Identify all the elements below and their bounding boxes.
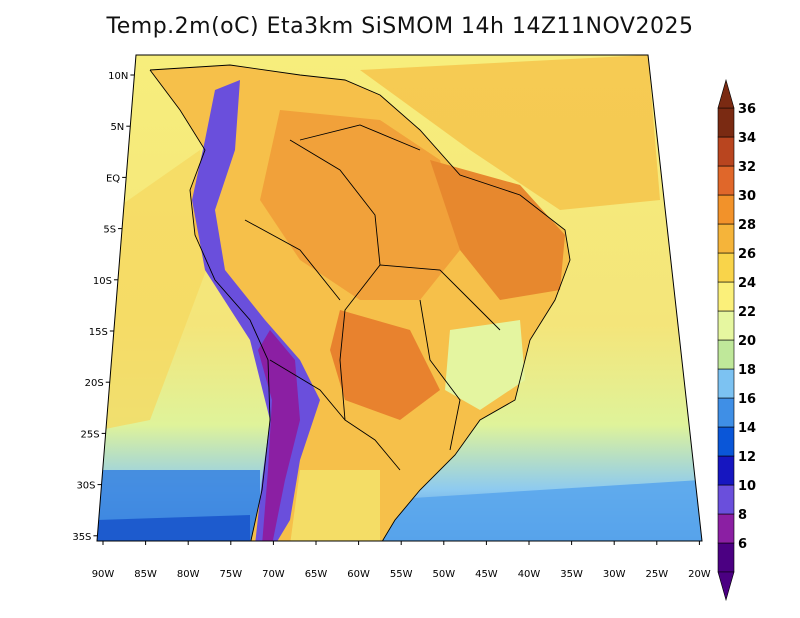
lon-label: 65W bbox=[305, 569, 328, 580]
colorbar-swatch bbox=[717, 513, 735, 544]
central-hot-region bbox=[330, 310, 440, 420]
pacific-warm-band bbox=[100, 150, 210, 430]
colorbar-label: 24 bbox=[738, 276, 756, 291]
lon-label: 45W bbox=[475, 569, 498, 580]
colorbar-swatch bbox=[717, 426, 735, 457]
map-title: Temp.2m(oC) Eta3km SiSMOM 14h 14Z11NOV20… bbox=[106, 14, 694, 39]
plot-frame bbox=[96, 54, 703, 542]
colorbar-label: 18 bbox=[738, 363, 756, 378]
south-atlantic-cool-band bbox=[380, 480, 702, 541]
colorbar-label: 6 bbox=[738, 537, 747, 552]
atlantic-warm-band bbox=[360, 55, 660, 210]
colorbar-label: 36 bbox=[738, 102, 756, 117]
lon-label: 30W bbox=[603, 569, 626, 580]
lat-label: 5N bbox=[110, 122, 124, 133]
lon-label: 80W bbox=[177, 569, 200, 580]
colorbar-swatch bbox=[717, 368, 735, 399]
lat-label: 10S bbox=[93, 276, 112, 287]
colorbar-swatch bbox=[717, 397, 735, 428]
lon-label: 55W bbox=[390, 569, 413, 580]
colorbar-swatch bbox=[717, 484, 735, 515]
colorbar-label: 8 bbox=[738, 508, 747, 523]
lon-label: 85W bbox=[134, 569, 157, 580]
lat-label: 25S bbox=[81, 429, 100, 440]
colorbar-swatch bbox=[717, 165, 735, 196]
colorbar-swatch bbox=[717, 455, 735, 486]
colorbar-swatch bbox=[717, 223, 735, 254]
colorbar-swatch bbox=[717, 339, 735, 370]
colorbar-label: 32 bbox=[738, 160, 756, 175]
amazon-warm-region bbox=[260, 110, 460, 300]
colorbar: 36 34 32 30 28 26 24 22 20 18 16 14 12 10 8 6 bbox=[717, 78, 756, 602]
lat-label: 15S bbox=[89, 327, 108, 338]
colorbar-max-arrow bbox=[717, 78, 735, 109]
latitude-axis: 10N 5N EQ 5S 10S 15S 20S 25S 30S 35S bbox=[72, 71, 135, 543]
lon-label: 70W bbox=[262, 569, 285, 580]
colorbar-label: 20 bbox=[738, 334, 756, 349]
colorbar-label: 28 bbox=[738, 218, 756, 233]
colorbar-label: 30 bbox=[738, 189, 756, 204]
colorbar-min-arrow bbox=[717, 571, 735, 602]
longitude-axis: 90W 85W 80W 75W 70W 65W 60W 55W 50W 45W 40W 35W 30W 2… bbox=[92, 541, 711, 580]
colorbar-swatch bbox=[717, 542, 735, 573]
lat-label: 10N bbox=[108, 71, 128, 82]
colorbar-swatch bbox=[717, 194, 735, 225]
colorbar-label: 26 bbox=[738, 247, 756, 262]
northeast-hot-region bbox=[430, 160, 565, 300]
lat-label: 20S bbox=[85, 378, 104, 389]
lat-label: EQ bbox=[106, 173, 120, 184]
lon-label: 35W bbox=[560, 569, 583, 580]
colorbar-label: 12 bbox=[738, 450, 756, 465]
colorbar-swatch bbox=[717, 252, 735, 283]
colorbar-label: 34 bbox=[738, 131, 756, 146]
southeast-cool-region bbox=[445, 320, 525, 410]
colorbar-swatch bbox=[717, 310, 735, 341]
colorbar-label: 16 bbox=[738, 392, 756, 407]
colorbar-label: 10 bbox=[738, 479, 756, 494]
lon-label: 25W bbox=[645, 569, 668, 580]
colorbar-swatch bbox=[717, 281, 735, 312]
lon-label: 50W bbox=[432, 569, 455, 580]
colorbar-swatch bbox=[717, 107, 735, 138]
lat-label: 30S bbox=[76, 481, 95, 492]
colorbar-label: 14 bbox=[738, 421, 756, 436]
lat-label: 5S bbox=[103, 225, 116, 236]
colorbar-swatch bbox=[717, 136, 735, 167]
plot-area bbox=[97, 55, 702, 541]
patagonia-cool bbox=[290, 470, 380, 541]
lon-label: 90W bbox=[92, 569, 115, 580]
lon-label: 60W bbox=[347, 569, 370, 580]
lon-label: 75W bbox=[219, 569, 242, 580]
far-south-pacific bbox=[97, 515, 250, 541]
lon-label: 20W bbox=[688, 569, 711, 580]
political-boundaries bbox=[149, 64, 571, 541]
colorbar-label: 22 bbox=[738, 305, 756, 320]
lat-label: 35S bbox=[72, 532, 91, 543]
lon-label: 40W bbox=[518, 569, 541, 580]
